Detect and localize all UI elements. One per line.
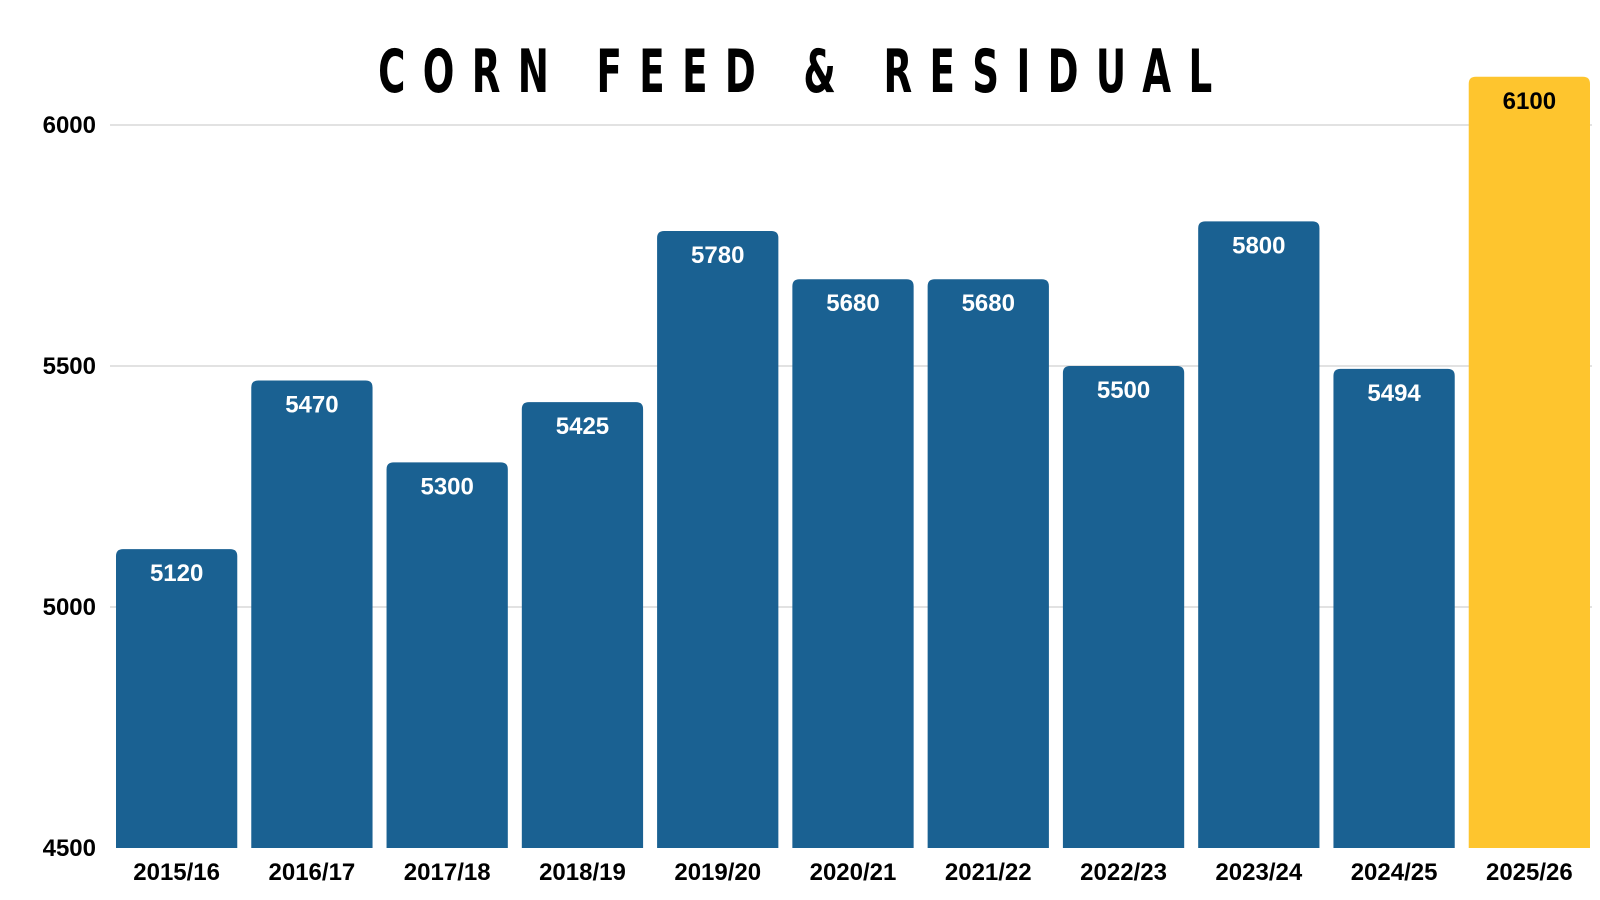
bar-2023-24 bbox=[1198, 221, 1320, 848]
bar-value-label: 5494 bbox=[1367, 380, 1421, 407]
y-axis-ticks: 4500 5000 5500 6000 bbox=[43, 112, 96, 862]
y-tick-label: 4500 bbox=[43, 835, 96, 862]
x-tick-label: 2021/22 bbox=[945, 859, 1032, 886]
bar-value-label: 5470 bbox=[285, 391, 338, 418]
x-tick-label: 2015/16 bbox=[133, 859, 220, 886]
bars: 5120 5470 5300 5425 5780 5680 5680 5500 5800 5494… bbox=[116, 76, 1590, 849]
chart-title: CORN FEED & RESIDUAL bbox=[378, 37, 1230, 107]
x-tick-label: 2016/17 bbox=[269, 859, 356, 886]
bar-2019-20 bbox=[657, 231, 779, 849]
bar-2020-21 bbox=[792, 279, 914, 848]
x-tick-label: 2024/25 bbox=[1351, 859, 1438, 886]
x-tick-label: 2018/19 bbox=[539, 859, 626, 886]
bar-value-label: 5120 bbox=[150, 560, 203, 587]
bar-2024-25 bbox=[1333, 368, 1455, 848]
bar-value-label: 5680 bbox=[826, 290, 879, 317]
bar-2022-23 bbox=[1062, 366, 1185, 848]
bar-2016-17 bbox=[251, 380, 373, 848]
y-tick-label: 5000 bbox=[43, 594, 96, 621]
y-tick-label: 6000 bbox=[43, 112, 96, 139]
x-tick-label: 2017/18 bbox=[404, 859, 491, 886]
x-tick-label: 2023/24 bbox=[1215, 859, 1302, 886]
x-tick-label: 2020/21 bbox=[810, 859, 897, 886]
bar-value-label: 5425 bbox=[556, 413, 609, 440]
x-axis-ticks: 2015/16 2016/17 2017/18 2018/19 2019/20 2020/… bbox=[133, 859, 1572, 886]
bar-value-label: 5300 bbox=[420, 473, 473, 500]
bar-2018-19 bbox=[521, 402, 644, 848]
bar-value-label: 5680 bbox=[962, 290, 1015, 317]
y-tick-label: 5500 bbox=[43, 353, 96, 380]
bar-value-label: 6100 bbox=[1503, 88, 1556, 115]
bar-2021-22 bbox=[927, 279, 1049, 848]
bar-2017-18 bbox=[386, 462, 508, 848]
bar-value-label: 5500 bbox=[1097, 377, 1150, 404]
bar-2025-26 bbox=[1468, 76, 1590, 849]
x-tick-label: 2019/20 bbox=[674, 859, 761, 886]
bar-value-label: 5780 bbox=[691, 242, 744, 269]
x-tick-label: 2022/23 bbox=[1080, 859, 1167, 886]
bar-value-label: 5800 bbox=[1232, 232, 1285, 259]
x-tick-label: 2025/26 bbox=[1486, 859, 1573, 886]
bar-2015-16 bbox=[116, 549, 238, 848]
